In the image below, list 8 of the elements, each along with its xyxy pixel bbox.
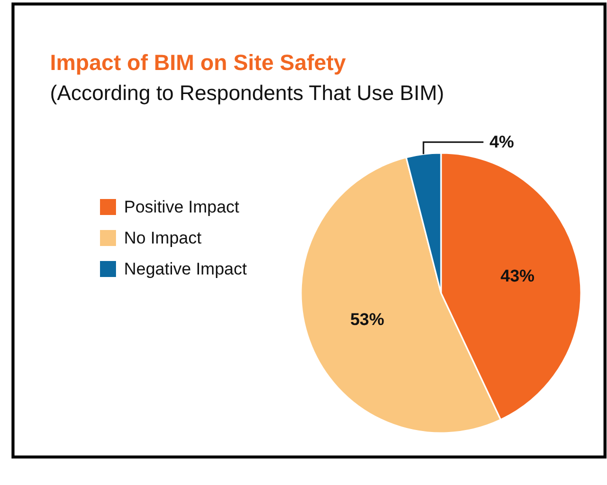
chart-subtitle: (According to Respondents That Use BIM) [50, 82, 444, 105]
data-label: 43% [500, 266, 535, 286]
chart-title: Impact of BIM on Site Safety [50, 50, 347, 75]
data-label: 4% [489, 132, 514, 152]
legend-label: Negative Impact [124, 260, 248, 278]
legend-label: Positive Impact [124, 198, 240, 216]
legend-label: No Impact [124, 228, 202, 248]
data-label: 53% [350, 310, 384, 330]
